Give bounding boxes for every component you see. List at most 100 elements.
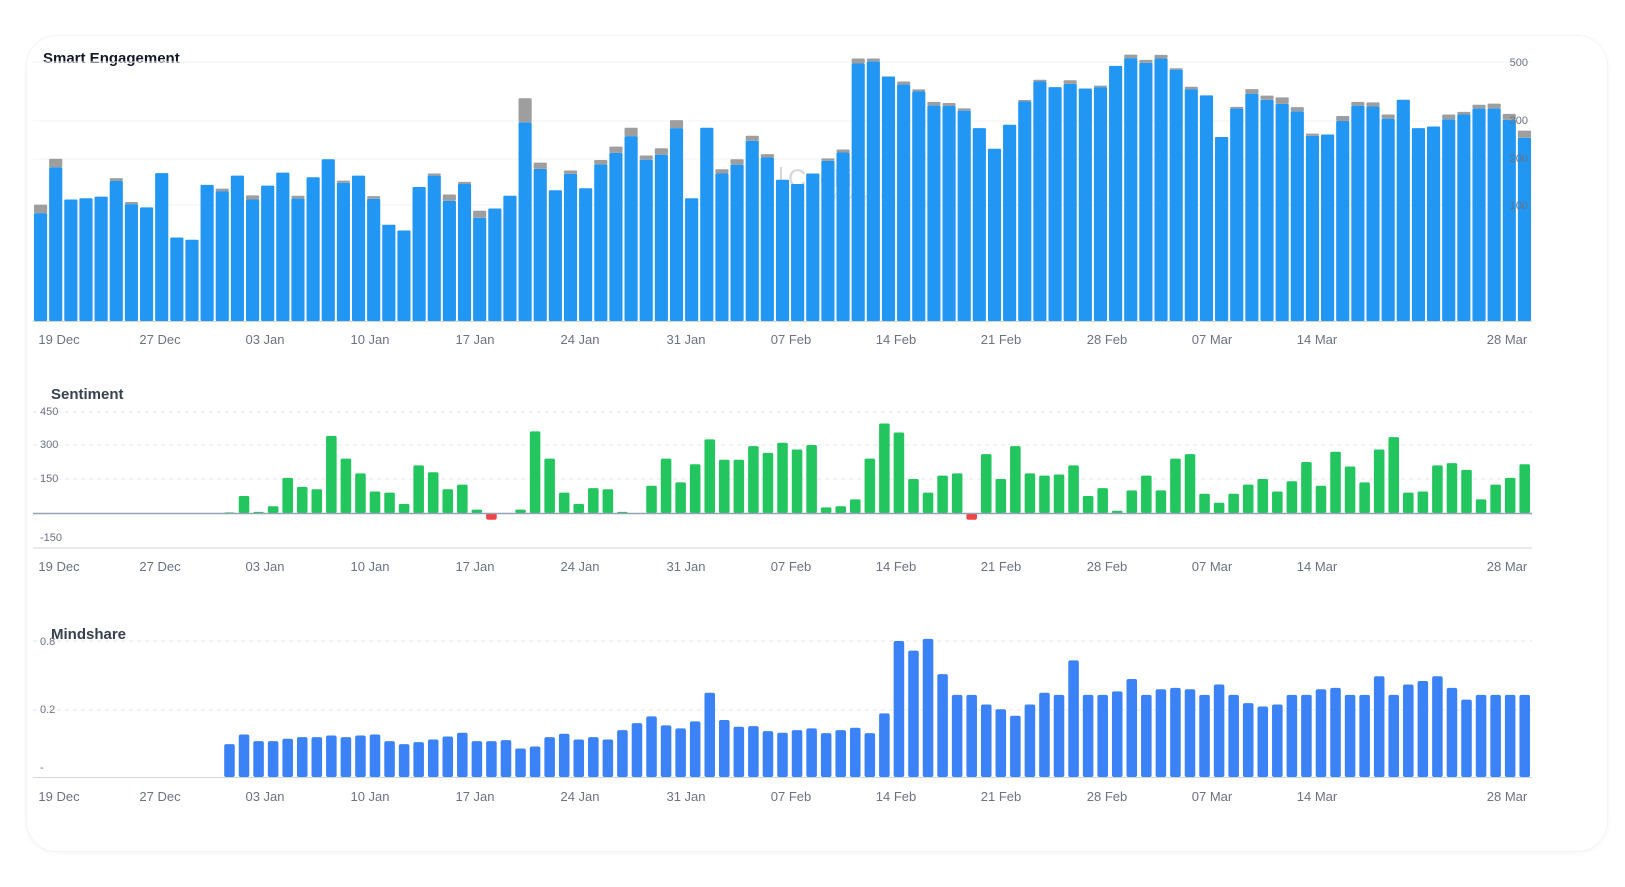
sentiment-bar — [369, 491, 381, 513]
sentiment-x-tick: 17 Jan — [455, 559, 494, 574]
sentiment-bar — [1432, 465, 1443, 513]
engagement-x-tick: 17 Jan — [455, 332, 494, 347]
sentiment-bar — [922, 492, 934, 513]
engagement-x-tick: 10 Jan — [350, 332, 389, 347]
sentiment-x-tick: 28 Feb — [1087, 559, 1127, 574]
sentiment-bar — [529, 431, 541, 513]
smart-engagement-title: Smart Engagement — [43, 50, 180, 67]
sentiment-bar — [1053, 474, 1065, 513]
sentiment-bar — [893, 432, 905, 513]
mindshare-bar — [224, 744, 235, 777]
engagement-bar-other — [1154, 54, 1168, 59]
engagement-bar-other — [1487, 103, 1501, 109]
mindshare-bar — [791, 730, 803, 777]
engagement-bar — [760, 157, 774, 321]
mindshare-bar — [296, 737, 308, 777]
sentiment-bar — [1039, 475, 1050, 513]
mindshare-bar — [1504, 694, 1516, 777]
mindshare-x-tick: 17 Jan — [455, 789, 494, 804]
engagement-bar-other — [715, 169, 729, 174]
sentiment-x-tick: 14 Feb — [876, 559, 916, 574]
sentiment-bar — [1126, 490, 1138, 513]
engagement-bar — [1245, 93, 1259, 321]
mindshare-bar — [1155, 689, 1167, 777]
sentiment-y-tick: -150 — [40, 532, 62, 544]
sentiment-bar — [689, 464, 701, 513]
engagement-bar — [897, 84, 911, 321]
engagement-bar — [139, 207, 154, 321]
mindshare-bar — [908, 650, 919, 777]
sentiment-bar — [951, 473, 963, 513]
sentiment-bar — [457, 484, 468, 513]
engagement-bar — [457, 184, 472, 321]
mindshare-bar — [1068, 660, 1079, 777]
engagement-y-tick: 300 — [1510, 115, 1528, 127]
mindshare-bar — [719, 720, 730, 777]
engagement-bar-other — [609, 146, 623, 153]
engagement-bar — [1517, 137, 1531, 321]
engagement-bar — [1487, 108, 1501, 321]
engagement-bar — [1427, 126, 1441, 322]
engagement-bar — [155, 173, 169, 321]
engagement-bar-other — [336, 180, 350, 183]
engagement-bar-other — [518, 98, 532, 123]
sentiment-bar — [1461, 469, 1472, 513]
engagement-bar — [715, 173, 729, 321]
mindshare-bar — [529, 746, 541, 777]
engagement-bar — [245, 199, 260, 321]
sentiment-bar — [733, 459, 745, 513]
engagement-x-tick: 14 Feb — [876, 332, 916, 347]
mindshare-title: Mindshare — [51, 626, 127, 643]
engagement-bar-other — [942, 103, 956, 106]
mindshare-bar — [631, 723, 643, 777]
engagement-bar-other — [594, 160, 608, 165]
mindshare-bar — [1519, 694, 1530, 777]
engagement-y-tick: 200 — [1510, 153, 1528, 165]
sentiment-bar — [253, 511, 264, 513]
sentiment-bar — [1155, 490, 1167, 513]
engagement-bar-other — [109, 178, 123, 182]
engagement-bar — [321, 159, 335, 321]
engagement-bar-other — [1245, 89, 1259, 94]
mindshare-bar — [544, 737, 555, 777]
sentiment-bar — [646, 485, 657, 513]
mindshare-bar — [777, 732, 788, 777]
engagement-bar-other — [821, 158, 835, 161]
sentiment-bar — [355, 473, 366, 513]
mindshare-bar — [1301, 694, 1312, 777]
mindshare-bar — [835, 730, 846, 777]
mindshare-x-tick: 07 Feb — [771, 789, 811, 804]
mindshare-bar — [1213, 684, 1225, 777]
engagement-bar — [1124, 58, 1138, 321]
mindshare-x-tick: 24 Jan — [560, 789, 599, 804]
engagement-bar-other — [1290, 107, 1304, 112]
engagement-bar-other — [1063, 80, 1077, 84]
mindshare-bar — [340, 737, 352, 777]
engagement-bar-other — [760, 154, 774, 158]
sentiment-bar — [1213, 502, 1225, 513]
engagement-bar — [1290, 111, 1304, 321]
sentiment-bar — [1388, 437, 1400, 513]
engagement-bar-other — [49, 158, 63, 168]
engagement-bar-other — [1139, 59, 1153, 63]
engagement-bar — [49, 167, 63, 321]
sentiment-bar — [1170, 458, 1181, 513]
engagement-bar-other — [1260, 95, 1274, 100]
engagement-bar-other — [215, 188, 229, 192]
engagement-bar — [185, 239, 199, 321]
engagement-bar-other — [1169, 68, 1183, 70]
engagement-bar — [1063, 83, 1077, 321]
engagement-bar — [397, 230, 411, 321]
mindshare-x-tick: 31 Jan — [666, 789, 705, 804]
mindshare-bar — [1257, 706, 1269, 777]
mindshare-x-tick: 28 Mar — [1487, 789, 1528, 804]
engagement-bar — [1260, 99, 1274, 321]
engagement-bar — [1093, 87, 1108, 321]
engagement-bar — [1184, 89, 1198, 321]
mindshare-x-tick: 28 Feb — [1087, 789, 1127, 804]
sentiment-x-tick: 07 Mar — [1192, 559, 1233, 574]
engagement-bar — [639, 159, 653, 321]
engagement-bar-other — [1093, 85, 1108, 88]
sentiment-y-tick: 150 — [40, 473, 58, 485]
mindshare-bar — [1242, 703, 1254, 777]
